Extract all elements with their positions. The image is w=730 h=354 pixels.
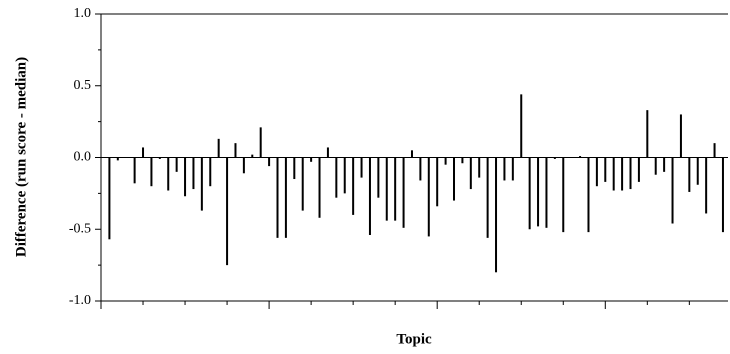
bar bbox=[251, 154, 254, 158]
bar bbox=[461, 157, 464, 164]
bar bbox=[360, 157, 363, 178]
bar bbox=[646, 110, 649, 158]
bar bbox=[427, 157, 430, 237]
bar bbox=[310, 157, 313, 162]
bar bbox=[621, 157, 624, 191]
bar bbox=[108, 157, 111, 240]
bar bbox=[410, 150, 413, 158]
bar bbox=[209, 157, 212, 187]
bar bbox=[226, 157, 229, 266]
bar bbox=[394, 157, 397, 221]
bar bbox=[553, 157, 556, 159]
bar bbox=[167, 157, 170, 191]
bar bbox=[469, 157, 472, 190]
bar bbox=[301, 157, 304, 211]
bar bbox=[721, 157, 724, 233]
bar bbox=[495, 157, 498, 273]
bar bbox=[436, 157, 439, 207]
bar bbox=[326, 147, 329, 158]
bar bbox=[234, 143, 237, 158]
bar bbox=[511, 157, 514, 181]
bar bbox=[612, 157, 615, 191]
bar bbox=[276, 157, 279, 238]
bar bbox=[284, 157, 287, 238]
bar bbox=[579, 156, 582, 158]
bar bbox=[637, 157, 640, 182]
bar bbox=[528, 157, 531, 230]
y-tick-label: -0.5 bbox=[69, 221, 91, 236]
bar bbox=[343, 157, 346, 194]
bar bbox=[150, 157, 153, 187]
y-tick-label: 1.0 bbox=[74, 6, 92, 21]
bar bbox=[587, 157, 590, 233]
bar bbox=[377, 157, 380, 198]
bar bbox=[184, 157, 187, 197]
x-axis-title: Topic bbox=[396, 331, 432, 347]
bar bbox=[503, 157, 506, 181]
bar bbox=[259, 127, 262, 158]
bar bbox=[385, 157, 388, 221]
bar bbox=[453, 157, 456, 201]
bar bbox=[419, 157, 422, 181]
bar bbox=[175, 157, 178, 172]
bar bbox=[116, 157, 119, 161]
bar bbox=[293, 157, 296, 180]
bar bbox=[679, 114, 682, 158]
bar bbox=[352, 157, 355, 215]
bar bbox=[158, 157, 161, 159]
bar bbox=[537, 157, 540, 227]
bar bbox=[200, 157, 203, 211]
bar bbox=[545, 157, 548, 228]
bar bbox=[133, 157, 136, 184]
y-tick-label: 0.0 bbox=[74, 150, 92, 165]
bar bbox=[368, 157, 371, 235]
bar bbox=[444, 157, 447, 165]
bar bbox=[192, 157, 195, 190]
y-tick-label: 0.5 bbox=[74, 78, 92, 93]
bar bbox=[705, 157, 708, 214]
bar bbox=[142, 147, 145, 158]
bar bbox=[688, 157, 691, 192]
bar bbox=[217, 138, 220, 158]
y-tick-label: -1.0 bbox=[69, 293, 91, 308]
bar bbox=[486, 157, 489, 238]
bar bbox=[654, 157, 657, 175]
bar bbox=[604, 157, 607, 182]
bar bbox=[335, 157, 338, 198]
bar bbox=[671, 157, 674, 224]
bar bbox=[520, 94, 523, 158]
bar bbox=[242, 157, 245, 174]
y-axis-title: Difference (run score - median) bbox=[13, 57, 29, 257]
bar bbox=[402, 157, 405, 228]
bar bbox=[318, 157, 321, 218]
bar bbox=[268, 157, 271, 167]
bar bbox=[696, 157, 699, 185]
bar bbox=[562, 157, 565, 233]
bar bbox=[713, 143, 716, 158]
bar bbox=[663, 157, 666, 172]
bar bbox=[629, 157, 632, 190]
bar bbox=[478, 157, 481, 178]
bar bbox=[595, 157, 598, 187]
